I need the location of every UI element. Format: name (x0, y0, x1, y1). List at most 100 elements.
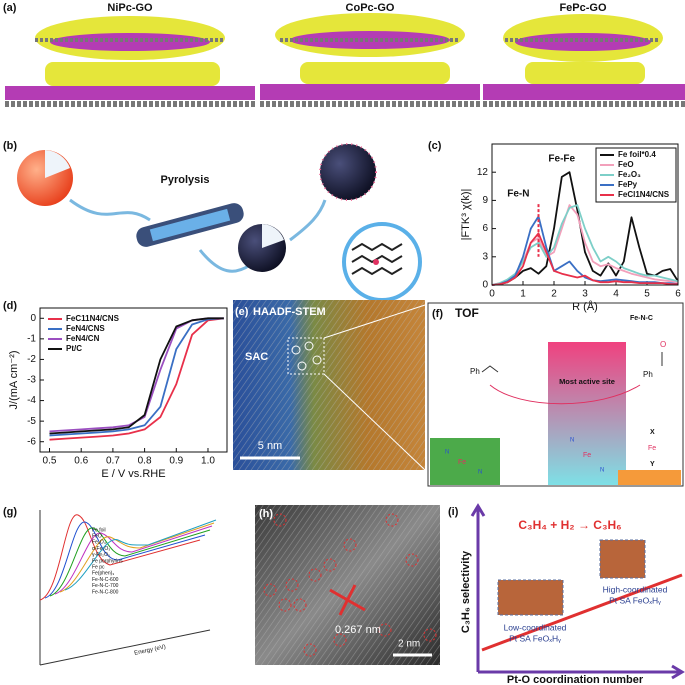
spacing-label: 0.267 nm (335, 624, 381, 636)
panel-f: (f) TOF Fe-N-C Most active site Ph Ph O … (427, 302, 684, 487)
y-axis-label: C₃H₆ selectivity (460, 550, 472, 633)
y-tick-label: 9 (482, 195, 488, 206)
image-title: HAADF-STEM (253, 306, 326, 318)
panel-label: (i) (448, 506, 459, 518)
center-label: Most active site (559, 377, 615, 386)
panel-h: (h) 0.267 nm 2 nm (255, 505, 440, 665)
data-line (491, 171, 679, 286)
data-line (491, 204, 679, 286)
atom: N (600, 468, 604, 474)
scale-label: 5 nm (258, 440, 282, 452)
data-line (491, 232, 678, 286)
legend-label: α-Fe₂O₃ (92, 546, 110, 552)
panel-label: (e) (235, 306, 249, 318)
model-label: Low-coordinated (504, 622, 567, 632)
y-tick-label: -2 (27, 354, 36, 365)
panel-label: (f) (432, 308, 443, 320)
legend-label: γ-Fe₂O₃ (92, 552, 110, 558)
y-tick-label: -6 (27, 436, 36, 447)
legend-label: Fe-N-C-700 (92, 583, 119, 589)
x-axis-label: R (Å) (572, 300, 598, 313)
legend-label: Fe foil*0.4 (618, 150, 656, 159)
atom: Y (650, 461, 655, 468)
y-tick-label: 12 (477, 167, 489, 178)
x-tick-label: 0.8 (138, 456, 152, 467)
data-line (49, 317, 224, 437)
legend-label: Fe(phen)₃ (92, 571, 114, 577)
x-tick-label: 6 (675, 289, 681, 300)
x-tick-label: 1 (520, 289, 526, 300)
legend-label: FePy (618, 180, 638, 189)
atom: N (445, 450, 449, 456)
legend-label: FeN4/CNS (66, 324, 105, 333)
oxygen: O (660, 340, 666, 349)
data-line (49, 317, 224, 441)
panel-label: (a) (3, 2, 17, 14)
data-line (49, 317, 224, 435)
plot-frame (39, 307, 228, 453)
x-axis-label: Pt-O coordination number (507, 674, 644, 685)
legend-label: FeCl1N4/CNS (618, 190, 670, 199)
x-tick-label: 1.0 (201, 456, 215, 467)
panel-a: (a) NiPc-GO CoPc-GO FePc-GO (3, 2, 685, 107)
legend-label: Fe foil (92, 527, 106, 533)
atom: N (478, 470, 482, 476)
panel-label: (d) (3, 300, 17, 312)
y-tick-label: 0 (482, 280, 488, 291)
panel-b: (b) Pyrolysis (3, 140, 422, 302)
catalyst-label: Fe-N-C (630, 315, 653, 322)
model-title: NiPc-GO (107, 2, 153, 14)
legend-label: Fe-N-C-600 (92, 577, 119, 583)
legend-label: Fe₂O₃ (618, 170, 641, 179)
molecule-model (5, 13, 685, 107)
x-tick-label: 0.7 (106, 456, 120, 467)
legend-label: FeO (92, 534, 102, 540)
legend-label: FeN4/CN (66, 334, 100, 343)
y-tick-label: 3 (482, 251, 488, 262)
x-tick-label: 3 (582, 289, 588, 300)
x-tick-label: 0 (489, 289, 495, 300)
panel-label: (c) (428, 140, 442, 152)
plot-frame (491, 143, 679, 286)
y-axis-label: J/(mA cm⁻²) (8, 351, 20, 410)
atom: Fe (458, 459, 466, 466)
reactant: Ph (470, 367, 480, 376)
x-axis-label: E / V vs.RHE (101, 468, 165, 480)
panel-label: (b) (3, 140, 17, 152)
x-axis-label: Energy (eV) (134, 644, 167, 657)
panel-g: (g) (3, 506, 217, 666)
x-tick-label: 4 (613, 289, 619, 300)
x-tick-label: 0.5 (43, 456, 57, 467)
atom: X (650, 429, 655, 436)
atom: N (570, 438, 574, 444)
y-tick-label: -5 (27, 416, 36, 427)
reaction: C₃H₄ + H₂ → C₃H₆ (518, 518, 621, 532)
sac-label: SAC (245, 351, 268, 363)
y-tick-label: -3 (27, 375, 36, 386)
y-tick-label: 6 (482, 223, 488, 234)
model-label: Pt SA FeOₓHᵧ (609, 595, 661, 605)
annotation: Fe-Fe (548, 154, 575, 165)
product: Ph (643, 370, 653, 379)
y-tick-label: -4 (27, 395, 36, 406)
y-axis-label: |FTK³ χ(k)| (460, 189, 472, 241)
scale-label: 2 nm (398, 639, 420, 650)
legend-label: Fe₃O₄ (92, 540, 106, 546)
model-label: Pt SA FeOₓHᵧ (509, 633, 561, 643)
legend-label: Pt/C (66, 344, 82, 353)
x-tick-label: 0.6 (74, 456, 88, 467)
atom: Fe (583, 452, 591, 459)
panel-label: (h) (259, 508, 273, 520)
legend-label: Fe porphyrins (92, 558, 123, 564)
panel-i: (i) C₃H₄ + H₂ → C₃H₆ C₃H₆ selectivity Pt… (448, 503, 685, 685)
model-title: CoPc-GO (346, 2, 395, 14)
panel-label: (g) (3, 506, 17, 518)
panel-e: (e) HAADF-STEM SAC 5 nm (233, 300, 426, 471)
legend-label: FeC11N4/CNS (66, 314, 120, 323)
x-tick-label: 0.9 (169, 456, 183, 467)
panel-title: TOF (455, 306, 479, 320)
model-label: High-coordinated (603, 584, 668, 594)
legend-label: Fe-N-C-800 (92, 589, 119, 595)
x-tick-label: 5 (644, 289, 650, 300)
